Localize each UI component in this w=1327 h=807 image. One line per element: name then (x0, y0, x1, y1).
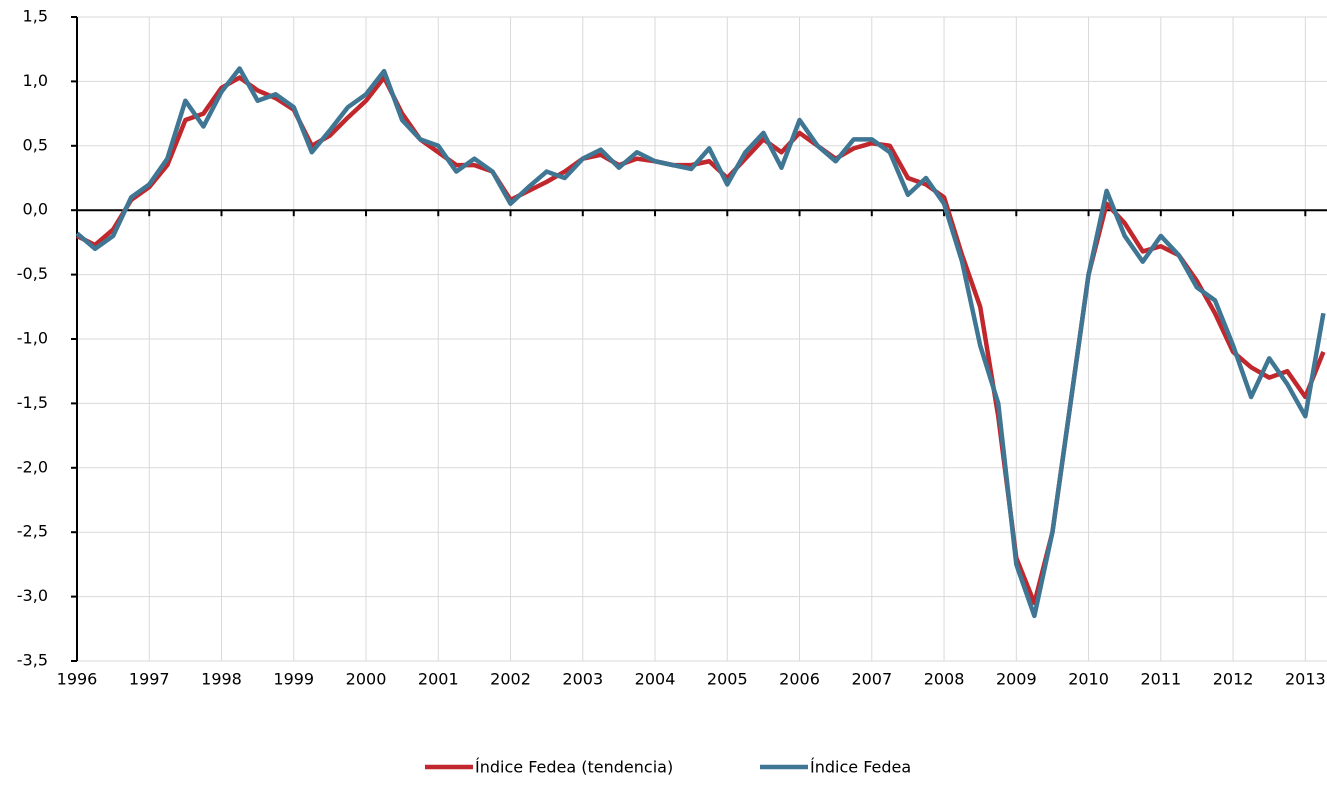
x-tick-label: 2003 (562, 670, 603, 689)
x-tick-label: 2009 (996, 670, 1037, 689)
x-tick-label: 2006 (779, 670, 820, 689)
x-tick-label: 2007 (851, 670, 892, 689)
x-tick-label: 1998 (201, 670, 242, 689)
y-tick-label: -1,5 (17, 393, 48, 412)
y-tick-label: 0,5 (23, 135, 48, 154)
x-tick-label: 2004 (635, 670, 676, 689)
y-tick-label: -0,5 (17, 264, 48, 283)
x-tick-label: 2000 (346, 670, 387, 689)
x-tick-label: 2001 (418, 670, 459, 689)
x-tick-label: 2008 (924, 670, 965, 689)
x-tick-label: 2011 (1140, 670, 1181, 689)
x-tick-label: 2002 (490, 670, 531, 689)
line-series (75, 66, 1326, 619)
legend-label: Índice Fedea (tendencia) (475, 758, 673, 777)
y-tick-label: -2,5 (17, 522, 48, 541)
x-tick-label: 2005 (707, 670, 748, 689)
x-tick-label: 1997 (129, 670, 170, 689)
y-tick-label: -3,5 (17, 651, 48, 670)
y-tick-label: -3,0 (17, 586, 48, 605)
x-tick-label: 2013 (1285, 670, 1326, 689)
x-tick-label: 1999 (273, 670, 314, 689)
x-tick-label: 2010 (1068, 670, 1109, 689)
x-tick-label: 1996 (57, 670, 98, 689)
y-tick-label: 1,5 (23, 7, 48, 26)
legend-label: Índice Fedea (810, 758, 911, 777)
x-tick-label: 2012 (1213, 670, 1254, 689)
y-tick-label: 1,0 (23, 71, 48, 90)
y-tick-label: -2,0 (17, 457, 48, 476)
y-tick-label: 0,0 (23, 200, 48, 219)
y-tick-label: -1,0 (17, 329, 48, 348)
